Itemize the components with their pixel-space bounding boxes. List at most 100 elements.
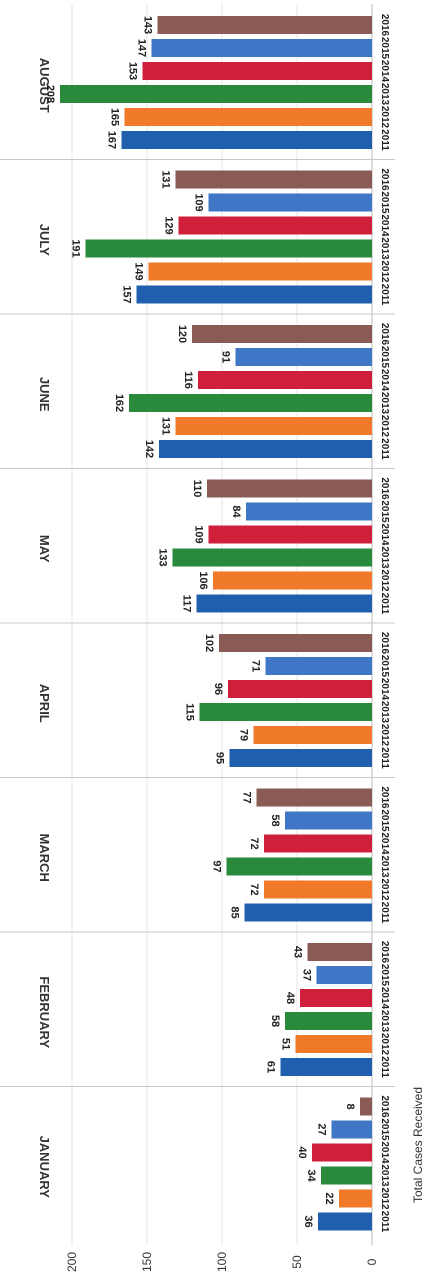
- bar: [207, 479, 372, 498]
- series-tick-label: 2014: [379, 369, 390, 392]
- series-tick-label: 2013: [379, 546, 390, 569]
- bar: [213, 571, 372, 590]
- data-label: 95: [214, 752, 226, 764]
- series-tick-label: 2013: [379, 392, 390, 415]
- bar: [121, 131, 372, 149]
- data-label: 165: [109, 108, 121, 126]
- series-tick-label: 2013: [379, 83, 390, 106]
- bar: [295, 1035, 372, 1053]
- bar: [157, 16, 372, 34]
- bar: [178, 216, 372, 235]
- data-label: 85: [229, 906, 241, 918]
- bar: [318, 1212, 372, 1231]
- series-tick-label: 2011: [379, 438, 390, 460]
- bar: [360, 1097, 372, 1116]
- data-label: 157: [121, 285, 133, 303]
- data-label: 131: [160, 170, 172, 188]
- bar: [192, 325, 372, 343]
- series-tick-label: 2011: [379, 593, 390, 615]
- bar: [172, 548, 372, 567]
- series-tick-label: 2015: [379, 809, 390, 832]
- series-tick-label: 2013: [379, 1164, 390, 1187]
- bar: [196, 594, 372, 613]
- series-tick-label: 2015: [379, 191, 390, 214]
- data-label: 162: [113, 394, 125, 412]
- series-tick-label: 2016: [379, 632, 390, 655]
- bar: [246, 502, 372, 521]
- data-label: 131: [160, 417, 172, 435]
- data-label: 84: [230, 505, 242, 518]
- bar: [235, 348, 372, 366]
- series-tick-label: 2016: [379, 14, 390, 37]
- series-tick-label: 2016: [379, 168, 390, 191]
- series-tick-label: 2016: [379, 477, 390, 500]
- data-label: 61: [265, 1061, 277, 1073]
- bar: [198, 371, 372, 389]
- series-tick-label: 2015: [379, 37, 390, 60]
- data-label: 120: [176, 325, 188, 343]
- bar: [226, 857, 372, 876]
- series-tick-label: 2016: [379, 323, 390, 346]
- bar: [124, 108, 372, 126]
- value-tick-label: 100: [215, 1252, 229, 1272]
- series-tick-label: 2014: [379, 987, 390, 1010]
- bar: [280, 1058, 372, 1076]
- bar: [208, 193, 372, 212]
- bar: [175, 417, 372, 435]
- data-label: 72: [248, 837, 260, 849]
- data-label: 129: [163, 216, 175, 234]
- bar: [285, 1012, 372, 1030]
- series-tick-label: 2016: [379, 1095, 390, 1118]
- category-label: JUNE: [37, 377, 52, 412]
- data-label: 96: [212, 683, 224, 695]
- series-tick-label: 2014: [379, 214, 390, 237]
- data-label: 143: [142, 16, 154, 34]
- series-tick-label: 2012: [379, 1033, 390, 1056]
- bar: [85, 239, 372, 258]
- bar: [253, 726, 372, 744]
- value-tick-label: 0: [365, 1258, 379, 1265]
- bars-layer: [60, 16, 372, 1231]
- value-axis: 0 50 100 150 200: [65, 1252, 379, 1272]
- data-label: 91: [220, 351, 232, 363]
- bar: [285, 811, 372, 830]
- bar: [312, 1143, 372, 1162]
- bar: [229, 749, 372, 767]
- bar: [307, 943, 372, 961]
- series-tick-label: 2012: [379, 260, 390, 283]
- bar: [228, 680, 372, 698]
- series-tick-label: 2011: [379, 1056, 390, 1078]
- data-label: 109: [193, 525, 205, 543]
- series-tick-label: 2015: [379, 500, 390, 523]
- bar: [264, 880, 372, 899]
- series-tick-label: 2016: [379, 941, 390, 964]
- data-label: 77: [241, 791, 253, 803]
- labels-layer: AUGUST 143 2016 147 2015 153 2014 208 2013 165 201…: [37, 14, 390, 1233]
- series-tick-label: 2013: [379, 1010, 390, 1033]
- series-tick-label: 2012: [379, 1187, 390, 1210]
- bar: [129, 394, 372, 412]
- series-tick-label: 2011: [379, 747, 390, 769]
- value-tick-label: 50: [290, 1255, 304, 1269]
- bar: [256, 788, 372, 807]
- series-tick-label: 2012: [379, 878, 390, 901]
- value-tick-label: 200: [65, 1252, 79, 1272]
- data-label: 36: [302, 1215, 314, 1227]
- bar: [265, 657, 372, 675]
- series-tick-label: 2011: [379, 284, 390, 306]
- series-tick-label: 2011: [379, 1211, 390, 1233]
- data-label: 133: [157, 548, 169, 566]
- data-label: 48: [284, 992, 296, 1004]
- data-label: 149: [133, 262, 145, 280]
- series-tick-label: 2012: [379, 569, 390, 592]
- category-label: AUGUST: [37, 58, 52, 113]
- series-tick-label: 2013: [379, 855, 390, 878]
- series-tick-label: 2014: [379, 523, 390, 546]
- series-tick-label: 2012: [379, 106, 390, 129]
- category-label: JULY: [37, 224, 52, 256]
- series-tick-label: 2014: [379, 832, 390, 855]
- bar: [244, 903, 372, 922]
- bar: [300, 989, 372, 1007]
- category-label: MARCH: [37, 834, 52, 882]
- data-label: 40: [296, 1146, 308, 1158]
